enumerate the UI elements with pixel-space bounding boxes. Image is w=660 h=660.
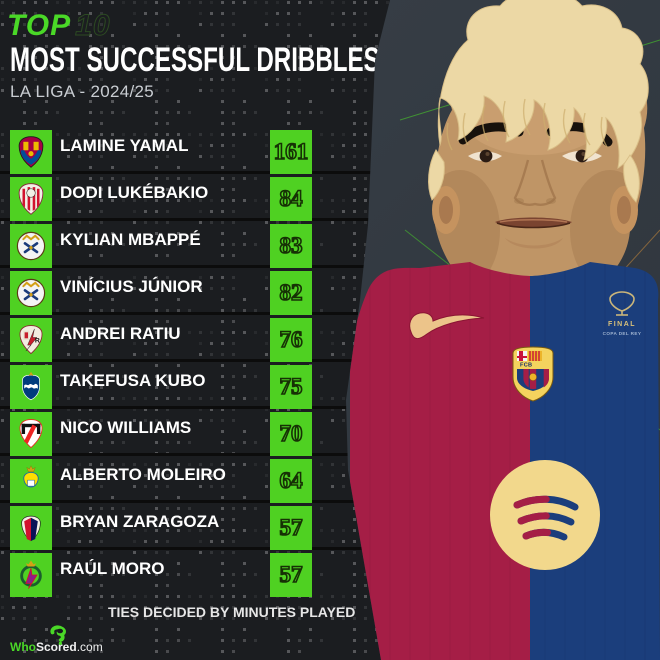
svg-text:COPA DEL REY: COPA DEL REY [603, 331, 642, 336]
svg-text:FINAL: FINAL [608, 321, 636, 328]
svg-text:R: R [35, 338, 40, 345]
svg-text:FCB: FCB [520, 362, 532, 368]
